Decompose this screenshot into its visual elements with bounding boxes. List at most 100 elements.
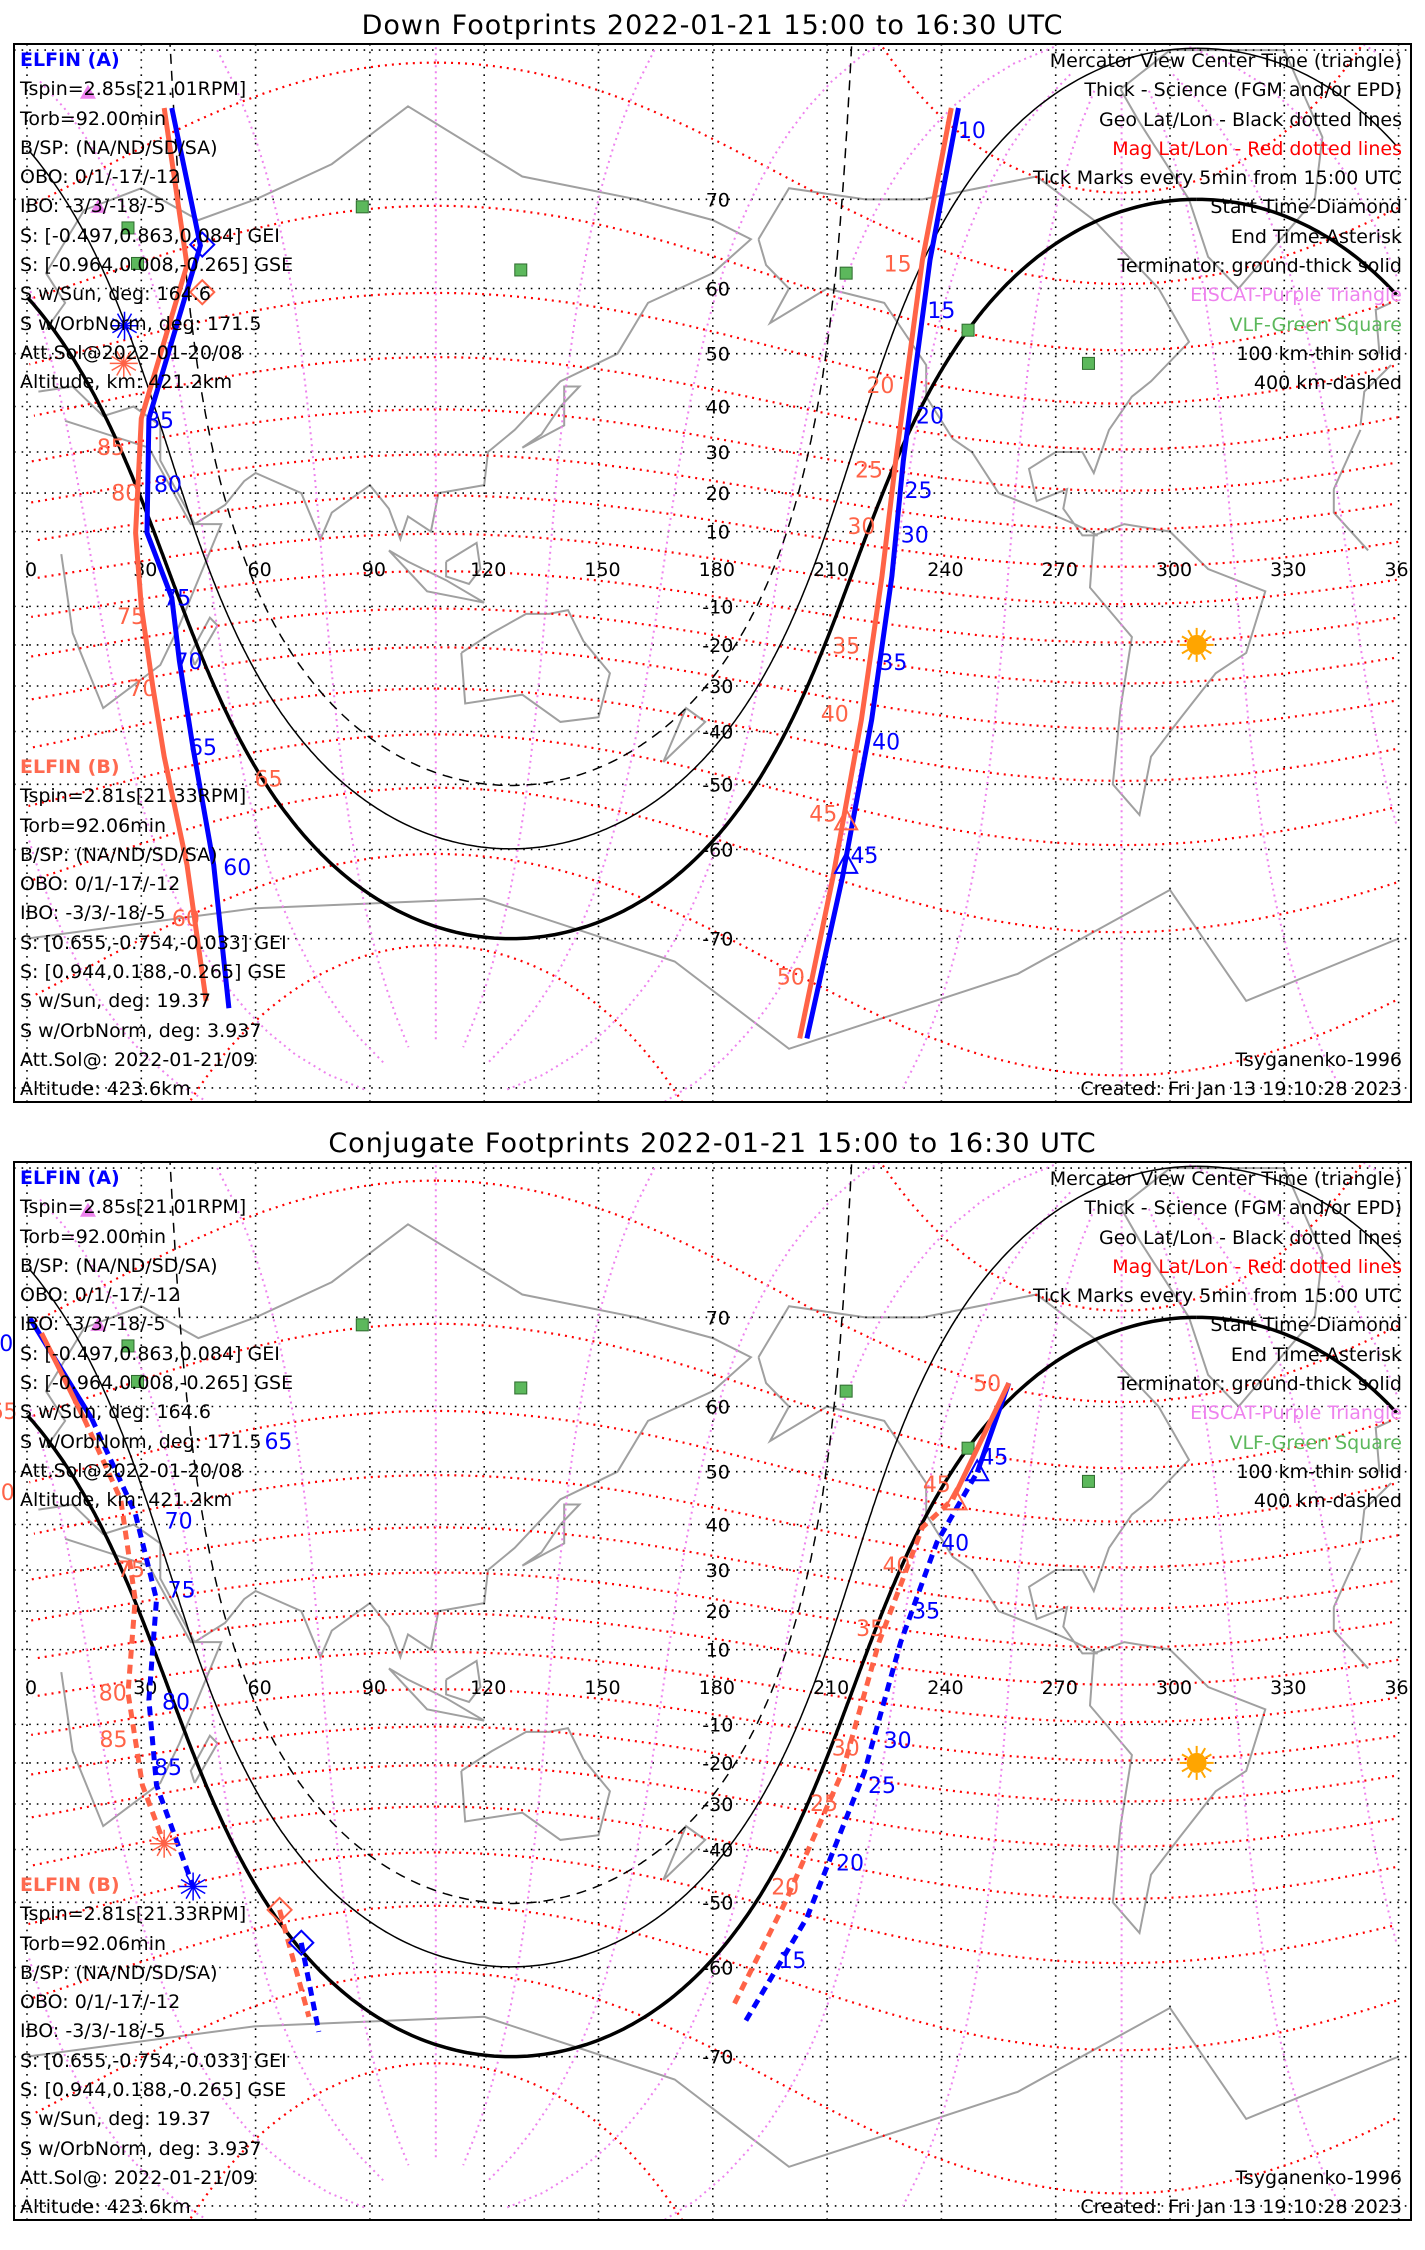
track-time-label: 30 [884,1729,912,1754]
track-time-label: 80 [99,1682,127,1707]
panel-title: Down Footprints 2022-01-21 15:00 to 16:3… [361,10,1064,41]
track-time-label: 15 [778,1949,806,1974]
lon-tick-label: 360 [1384,559,1420,581]
terminator-100km [28,47,1197,850]
sun-ray [1181,635,1189,641]
info-line: Tspin=2.81s[21.33RPM] [20,1903,247,1926]
info-line: S w/Sun, deg: 164.6 [20,1401,211,1424]
mag-parallel [435,1851,1393,1965]
info-line: Att.Sol@: 2022-01-21/09 [20,2166,256,2189]
info-line: Tspin=2.85s[21.01RPM] [20,78,247,101]
mag-parallel [32,532,436,580]
lat-tick-label: -60 [702,1958,733,1980]
lon-tick-label: 60 [248,559,272,581]
vlf-station-square-icon [514,263,528,277]
legend-item: Geo Lat/Lon - Black dotted lines [1098,108,1402,131]
mag-parallel [435,607,1395,685]
legend-item: 100 km-thin solid [1236,1460,1402,1483]
center-triangle-icon [833,850,859,874]
track-elfin-b [732,1497,955,2005]
lat-tick-label: 70 [706,1307,730,1329]
legend-item: Geo Lat/Lon - Black dotted lines [1098,1226,1402,1249]
legend-item: VLF-Green Square [1229,313,1402,336]
legend-item: Terminator: ground-thick solid [1117,1373,1403,1396]
track-elfin-b [133,107,209,1002]
info-line: Torb=92.00min [20,107,167,130]
info-line: S: [0.655,-0.754,-0.033] GEI [20,931,287,954]
lon-tick-label: 330 [1270,559,1306,581]
track-time-label: 30 [901,524,929,549]
lat-tick-label: -30 [702,1794,733,1816]
sun-ray [1187,653,1193,661]
track-elfin-a [804,107,961,1039]
model-label: Tsyganenko-1996 [1235,1049,1402,1071]
info-line: B/SP: (NA/ND/SD/SA) [20,1254,218,1277]
track-time-label: 75 [117,605,145,630]
info-line: Altitude, km: 421.2km [20,1489,233,1512]
legend-item: 400 km-dashed [1253,1490,1402,1513]
spacecraft-header: ELFIN (A) [20,49,120,71]
lat-tick-label: 20 [706,1601,730,1623]
start-diamond-icon [287,1929,315,1957]
info-line: Tspin=2.85s[21.01RPM] [20,1196,247,1219]
vlf-station-square-icon [130,256,144,270]
eiscat-triangle-icon [90,198,107,213]
terminator-400km [169,1162,853,1905]
info-line: Att.Sol@2022-01-20/08 [20,341,243,364]
mag-meridian [1148,1208,1342,2207]
end-asterisk-icon [179,1872,208,1901]
track-time-label: 60 [172,907,200,932]
track-time-label: 45 [980,1445,1008,1470]
info-line: B/SP: (NA/ND/SD/SA) [20,136,218,159]
coastline [60,419,223,710]
mag-parallel [435,1970,1396,2195]
legend-item: Thick - Science (FGM and/or EPD) [1084,79,1402,102]
lon-tick-label: 90 [362,1677,386,1699]
lon-tick-label: 270 [1042,1677,1078,1699]
legend-item: Thick - Science (FGM and/or EPD) [1084,1197,1402,1220]
legend-item: EISCAT-Purple Triangle [1190,284,1402,307]
sun-ray [1204,1753,1212,1759]
sun-ray [1181,649,1189,655]
track-time-label: 75 [163,587,191,612]
vlf-station-square-icon [1081,1474,1095,1488]
legend-item: VLF-Green Square [1229,1431,1402,1454]
info-line: Altitude: 423.6km [20,2196,191,2219]
sun-ray [1200,653,1207,661]
mag-meridian [1172,73,1398,828]
mag-parallel [435,204,1398,352]
mag-meridian [216,49,410,1048]
track-elfin-a [144,107,232,1009]
vlf-station-square-icon [121,1339,135,1353]
lon-tick-label: 180 [699,1677,735,1699]
mag-parallel [32,1179,436,1324]
sun-icon [1179,627,1214,662]
mag-parallel [28,1851,436,1926]
info-line: IBO: -3/3/-18/-5 [20,195,166,218]
sun-ray [1187,629,1193,637]
mag-parallel [435,1688,1396,1762]
legend-item: Mag Lat/Lon - Red dotted lines [1112,137,1402,160]
mag-meridian [39,1198,386,2183]
info-line: B/SP: (NA/ND/SD/SA) [20,1961,218,1984]
mag-parallel [435,1805,1396,1900]
info-line: S: [-0.497,0.863,0.084] GEI [20,1342,280,1365]
panel-title: Conjugate Footprints 2022-01-21 15:00 to… [328,1128,1097,1159]
lat-tick-label: -10 [702,596,733,618]
info-line: S: [0.944,0.188,-0.265] GSE [20,961,287,984]
mag-parallel [31,687,436,749]
lon-tick-label: 0 [25,1677,37,1699]
legend-item: Tick Marks every 5min from 15:00 UTC [1033,167,1402,190]
asterisk-stroke [112,318,138,334]
lon-tick-label: 180 [699,559,735,581]
info-line: S w/Sun, deg: 19.37 [20,990,211,1013]
lat-tick-label: 30 [706,442,730,464]
footer: Tsyganenko-1996 Created: Fri Jan 13 19:10… [1080,1046,1402,1105]
sun-icon [1179,1745,1214,1780]
coastline [60,1537,223,1828]
info-line: S w/OrbNorm, deg: 171.5 [20,1430,262,1453]
sun-ray [1187,1747,1193,1755]
coastline [26,2006,1399,2168]
lat-tick-label: 50 [706,1462,730,1484]
